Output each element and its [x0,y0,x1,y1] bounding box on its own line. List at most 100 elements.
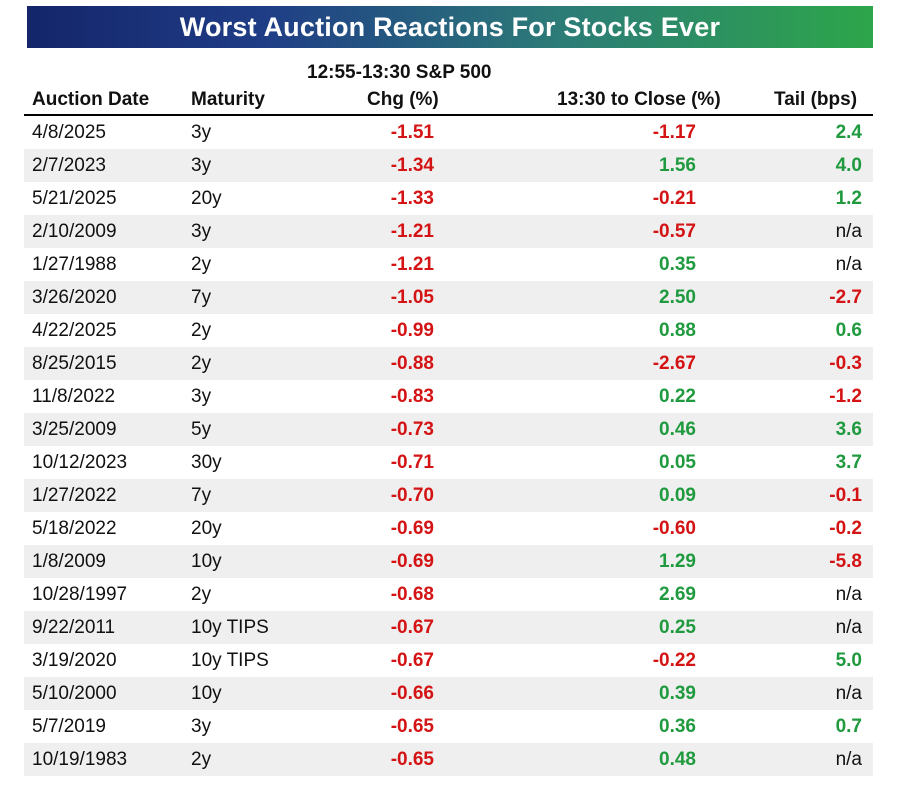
cell-chg: -1.21 [354,215,434,248]
cell-auction-date: 2/10/2009 [24,215,191,248]
cell-auction-date: 5/7/2019 [32,715,106,737]
row-end-pad [862,644,873,677]
row-end-pad [862,677,873,710]
cell-maturity: 10y [191,677,354,710]
cell-maturity: 10y TIPS [191,649,269,671]
cell-close: -0.22 [652,649,696,671]
cell-close: 1.29 [434,545,696,578]
cell-auction-date: 8/25/2015 [24,347,191,380]
table-row: 10/28/1997 2y -0.68 2.69 n/a [24,578,873,611]
cell-tail: 1.2 [835,187,862,209]
cell-auction-date: 4/22/2025 [32,319,117,341]
cell-chg: -0.69 [354,545,434,578]
row-end-pad [862,380,873,413]
cell-tail: -0.3 [696,347,862,380]
cell-auction-date: 3/19/2020 [32,649,117,671]
cell-tail: n/a [696,677,862,710]
cell-tail: -5.8 [696,545,862,578]
table-row: 2/10/2009 3y -1.21 -0.57 n/a [24,215,873,248]
cell-tail: n/a [696,743,862,776]
cell-maturity: 2y [191,347,354,380]
cell-chg: -0.99 [390,319,434,341]
table-row: 1/27/2022 7y -0.70 0.09 -0.1 [24,479,873,512]
cell-auction-date: 5/10/2000 [24,677,191,710]
cell-tail: n/a [696,215,862,248]
cell-chg: -1.33 [390,187,434,209]
cell-auction-date: 5/18/2022 [32,517,117,539]
cell-tail: -1.2 [829,385,862,407]
cell-close: 0.48 [434,743,696,776]
cell-close: -0.57 [434,215,696,248]
col-header-close: 13:30 to Close (%) [557,89,721,110]
cell-chg: -0.69 [390,517,434,539]
header-rule [24,114,873,116]
cell-close: 0.22 [659,385,696,407]
row-end-pad [862,611,873,644]
cell-maturity: 2y [191,583,212,605]
col-header-maturity: Maturity [191,89,265,110]
row-end-pad [862,116,873,149]
cell-auction-date: 10/28/1997 [32,583,128,605]
cell-tail: n/a [835,253,862,275]
cell-maturity: 3y [191,149,354,182]
cell-chg: -0.67 [390,649,434,671]
cell-maturity: 3y [191,385,212,407]
cell-chg: -0.68 [390,583,434,605]
table-row: 5/21/2025 20y -1.33 -0.21 1.2 [24,182,873,215]
cell-chg: -1.51 [390,121,434,143]
cell-chg: -0.70 [354,479,434,512]
cell-chg: -0.83 [390,385,434,407]
row-end-pad [862,347,873,380]
cell-close: 0.35 [659,253,696,275]
cell-close: 0.25 [434,611,696,644]
row-end-pad [862,149,873,182]
cell-close: 2.69 [659,583,696,605]
cell-tail: 0.7 [835,715,862,737]
cell-maturity: 10y TIPS [191,611,354,644]
cell-auction-date: 9/22/2011 [24,611,191,644]
row-end-pad [862,215,873,248]
title-banner: Worst Auction Reactions For Stocks Ever [27,6,873,48]
table-row: 9/22/2011 10y TIPS -0.67 0.25 n/a [24,611,873,644]
cell-tail: 5.0 [835,649,862,671]
table-row: 1/27/1988 2y -1.21 0.35 n/a [24,248,873,281]
row-end-pad [862,248,873,281]
table-row: 1/8/2009 10y -0.69 1.29 -5.8 [24,545,873,578]
cell-maturity: 2y [191,319,212,341]
table-row: 3/25/2009 5y -0.73 0.46 3.6 [24,413,873,446]
table-row: 2/7/2023 3y -1.34 1.56 4.0 [24,149,873,182]
cell-auction-date: 3/25/2009 [24,413,191,446]
cell-maturity: 20y [191,517,222,539]
chart-title: Worst Auction Reactions For Stocks Ever [179,11,721,42]
cell-maturity: 2y [191,743,354,776]
cell-chg: -0.67 [354,611,434,644]
cell-maturity: 7y [191,479,354,512]
col-header-chg: Chg (%) [367,89,439,110]
table-row: 4/8/2025 3y -1.51 -1.17 2.4 [24,116,873,149]
cell-close: 0.39 [434,677,696,710]
cell-tail: 4.0 [696,149,862,182]
cell-tail: -0.1 [696,479,862,512]
table-row: 5/7/2019 3y -0.65 0.36 0.7 [24,710,873,743]
row-end-pad [862,446,873,479]
cell-auction-date: 1/27/2022 [24,479,191,512]
cell-close: 0.88 [659,319,696,341]
cell-close: -0.21 [652,187,696,209]
cell-close: 0.05 [659,451,696,473]
cell-chg: -0.88 [354,347,434,380]
col-header-date: Auction Date [32,89,150,110]
cell-chg: -1.21 [390,253,434,275]
cell-maturity: 2y [191,253,212,275]
table-row: 10/19/1983 2y -0.65 0.48 n/a [24,743,873,776]
row-end-pad [862,314,873,347]
cell-chg: -0.66 [354,677,434,710]
col-header-tail: Tail (bps) [774,89,858,110]
row-end-pad [862,479,873,512]
cell-tail: -2.7 [696,281,862,314]
row-end-pad [862,413,873,446]
cell-maturity: 7y [191,281,354,314]
table-row: 5/18/2022 20y -0.69 -0.60 -0.2 [24,512,873,545]
table-row: 3/26/2020 7y -1.05 2.50 -2.7 [24,281,873,314]
table-row: 11/8/2022 3y -0.83 0.22 -1.2 [24,380,873,413]
